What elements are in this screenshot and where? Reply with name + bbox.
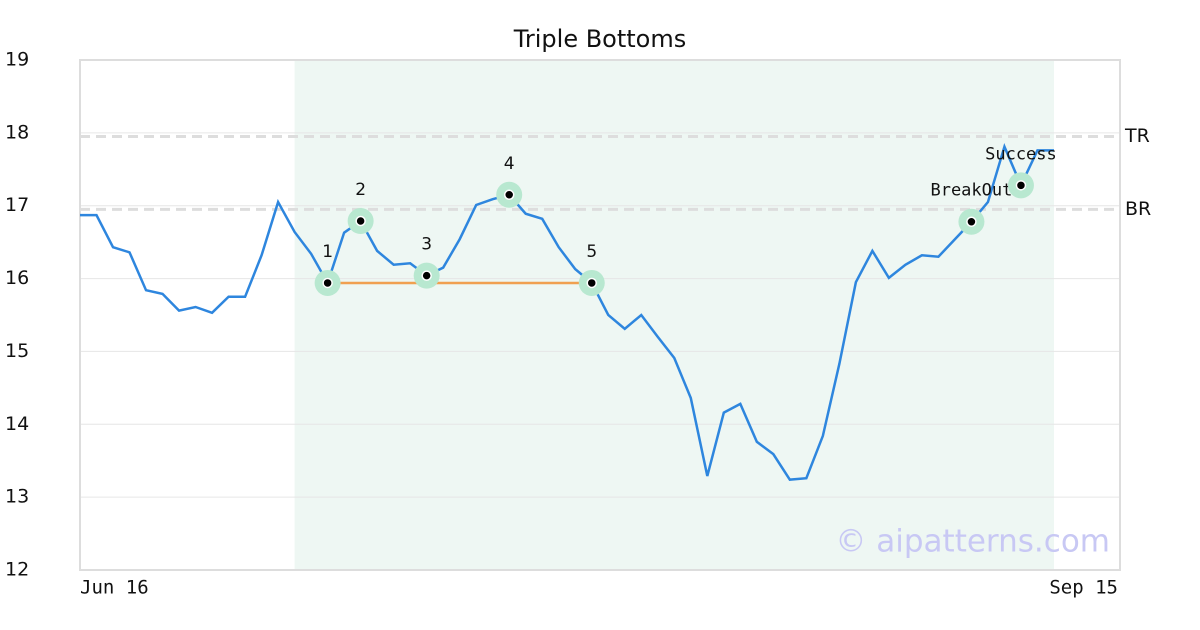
y-tick-label: 16 [5,267,29,289]
y-tick-label: 13 [5,486,29,508]
point-dot [322,277,333,289]
point-dot [586,277,597,289]
point-label: 3 [421,235,432,255]
level-label: BR [1125,198,1151,220]
point-label: 1 [322,242,333,262]
y-tick-label: 17 [5,194,29,216]
price-line [80,143,1054,481]
y-tick-label: 19 [5,49,29,71]
point-label: Success [985,144,1057,164]
point-label: BreakOut [930,181,1012,201]
point-label: 5 [586,242,597,262]
point-dot [355,215,366,227]
point-dot [1015,180,1027,191]
y-tick-label: 14 [5,413,29,435]
level-label: TR [1124,125,1150,147]
watermark: © aipatterns.com [835,524,1110,560]
x-tick-label: Sep 15 [1049,577,1118,599]
y-tick-label: 18 [5,121,29,143]
point-dot [421,270,432,281]
point-dot [966,216,977,227]
y-tick-label: 15 [5,340,29,362]
y-tick-label: 12 [5,559,29,581]
chart-title: Triple Bottoms [513,25,687,53]
point-label: 2 [355,180,366,200]
point-label: 4 [504,154,515,174]
x-tick-label: Jun 16 [80,577,149,599]
point-dot [503,189,515,201]
plot-border [79,59,1121,571]
pattern-region [294,60,1054,570]
